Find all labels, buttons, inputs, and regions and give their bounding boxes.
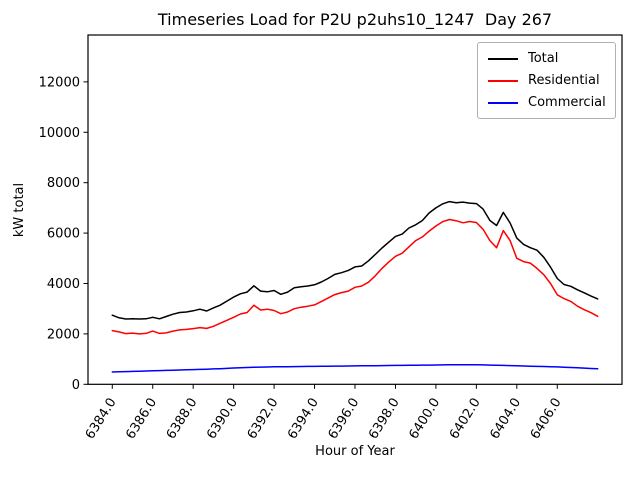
y-tick-label: 10000: [39, 126, 80, 141]
x-tick-label: 6394.0: [285, 395, 322, 442]
x-tick-label: 6390.0: [204, 395, 241, 442]
legend: Total Residential Commercial: [477, 42, 616, 119]
series-line-residential: [111, 218, 599, 335]
x-axis-label: Hour of Year: [315, 444, 395, 459]
y-axis-label: kW total: [12, 182, 27, 238]
x-tick-label: 6392.0: [245, 395, 282, 442]
commercial-line-swatch: [488, 101, 518, 104]
legend-item-total: Total: [488, 51, 607, 66]
x-tick-label: 6404.0: [487, 395, 524, 442]
legend-item-residential: Residential: [488, 73, 607, 88]
y-tick-label: 12000: [39, 75, 80, 90]
legend-label-total: Total: [528, 51, 559, 66]
y-tick-label: 0: [72, 378, 80, 393]
x-tick-label: 6388.0: [164, 395, 201, 442]
series-line-commercial: [111, 363, 599, 373]
chart-title: Timeseries Load for P2U p2uhs10_1247 Day…: [157, 10, 553, 29]
x-tick-label: 6396.0: [326, 395, 363, 442]
legend-label-commercial: Commercial: [528, 95, 606, 110]
x-tick-label: 6384.0: [83, 395, 120, 442]
y-tick-label: 6000: [47, 227, 80, 242]
series-line-total: [111, 200, 599, 320]
y-tick-label: 4000: [47, 277, 80, 292]
total-line-swatch: [488, 57, 518, 60]
x-tick-label: 6400.0: [406, 395, 443, 442]
x-tick-label: 6386.0: [123, 395, 160, 442]
x-tick-label: 6402.0: [447, 395, 484, 442]
y-tick-label: 8000: [47, 176, 80, 191]
x-tick-label: 6406.0: [528, 395, 565, 442]
residential-line-swatch: [488, 79, 518, 82]
x-tick-label: 6398.0: [366, 395, 403, 442]
y-tick-label: 2000: [47, 327, 80, 342]
legend-label-residential: Residential: [528, 73, 600, 88]
legend-item-commercial: Commercial: [488, 95, 607, 110]
